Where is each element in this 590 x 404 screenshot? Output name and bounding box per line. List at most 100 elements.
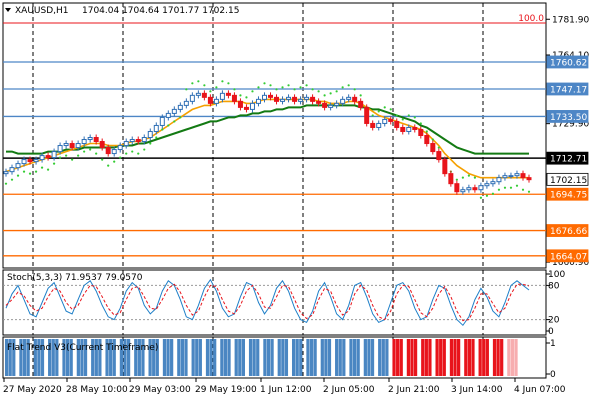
candle[interactable] bbox=[153, 122, 159, 135]
candle[interactable] bbox=[418, 126, 424, 139]
candlesticks[interactable] bbox=[3, 90, 532, 195]
candle[interactable] bbox=[255, 96, 261, 107]
flat-trend-bar bbox=[5, 339, 9, 376]
candle[interactable] bbox=[316, 98, 322, 107]
candle[interactable] bbox=[183, 98, 189, 109]
candle[interactable] bbox=[111, 146, 117, 157]
candle[interactable] bbox=[69, 140, 75, 151]
candle[interactable] bbox=[249, 100, 255, 113]
candle[interactable] bbox=[358, 98, 364, 111]
candle[interactable] bbox=[298, 96, 304, 105]
candle[interactable] bbox=[33, 156, 39, 165]
candle[interactable] bbox=[159, 114, 165, 129]
candle[interactable] bbox=[165, 110, 171, 121]
candle[interactable] bbox=[21, 156, 27, 167]
flat-trend-bar bbox=[381, 339, 385, 376]
candle[interactable] bbox=[304, 94, 310, 103]
candle[interactable] bbox=[99, 138, 105, 151]
candle[interactable] bbox=[310, 94, 316, 105]
candle[interactable] bbox=[81, 136, 87, 147]
candle[interactable] bbox=[376, 120, 382, 131]
chevron-down-icon[interactable] bbox=[5, 8, 11, 12]
candle[interactable] bbox=[141, 134, 147, 145]
candle[interactable] bbox=[370, 120, 376, 131]
flat-trend-bar bbox=[126, 339, 131, 376]
symbol-header[interactable]: XAUUSD,H1 1704.04 1704.64 1701.77 1702.1… bbox=[5, 6, 239, 16]
candle[interactable] bbox=[261, 92, 267, 103]
candle[interactable] bbox=[39, 152, 45, 163]
candle[interactable] bbox=[388, 116, 394, 125]
candle[interactable] bbox=[484, 180, 490, 189]
candle[interactable] bbox=[448, 170, 454, 187]
candle[interactable] bbox=[105, 144, 111, 157]
candle[interactable] bbox=[394, 118, 400, 131]
candle[interactable] bbox=[123, 138, 129, 149]
candle[interactable] bbox=[195, 90, 201, 99]
psar-dot bbox=[359, 94, 362, 97]
candle[interactable] bbox=[57, 142, 63, 155]
candle[interactable] bbox=[51, 148, 57, 161]
candle[interactable] bbox=[177, 102, 183, 113]
candle[interactable] bbox=[526, 174, 532, 183]
candle[interactable] bbox=[478, 182, 484, 193]
candle[interactable] bbox=[219, 90, 225, 103]
candle[interactable] bbox=[364, 104, 370, 127]
candle[interactable] bbox=[87, 134, 93, 143]
candle[interactable] bbox=[213, 96, 219, 107]
candle[interactable] bbox=[412, 124, 418, 133]
candle[interactable] bbox=[129, 136, 135, 145]
candle[interactable] bbox=[286, 94, 292, 103]
candle[interactable] bbox=[225, 90, 231, 99]
candle[interactable] bbox=[334, 100, 340, 109]
candle[interactable] bbox=[189, 92, 195, 105]
candle[interactable] bbox=[135, 136, 141, 145]
candle[interactable] bbox=[430, 140, 436, 155]
time-axis[interactable]: 27 May 2020 28 May 10:00 29 May 03:00 29 Ma… bbox=[3, 378, 566, 395]
candle[interactable] bbox=[292, 94, 298, 105]
flat-trend-bar bbox=[22, 339, 27, 376]
candle[interactable] bbox=[9, 164, 15, 175]
candle[interactable] bbox=[490, 178, 496, 187]
candle[interactable] bbox=[268, 92, 274, 101]
candle[interactable] bbox=[346, 94, 352, 103]
candle[interactable] bbox=[340, 96, 346, 107]
candle[interactable] bbox=[442, 156, 448, 177]
candle[interactable] bbox=[3, 168, 9, 177]
candle[interactable] bbox=[201, 90, 207, 101]
candle[interactable] bbox=[436, 148, 442, 163]
psar-dot bbox=[329, 92, 332, 95]
candle[interactable] bbox=[508, 172, 514, 179]
candle[interactable] bbox=[243, 104, 249, 113]
candle[interactable] bbox=[15, 160, 21, 171]
candle[interactable] bbox=[171, 106, 177, 117]
candle[interactable] bbox=[352, 94, 358, 105]
candle[interactable] bbox=[466, 184, 472, 193]
candle[interactable] bbox=[322, 100, 328, 111]
candle[interactable] bbox=[472, 184, 478, 193]
candle[interactable] bbox=[147, 128, 153, 141]
candle[interactable] bbox=[382, 116, 388, 127]
candle[interactable] bbox=[328, 102, 334, 111]
candle[interactable] bbox=[75, 140, 81, 151]
candle[interactable] bbox=[406, 124, 412, 135]
candle[interactable] bbox=[424, 132, 430, 147]
candle[interactable] bbox=[502, 172, 508, 181]
candle[interactable] bbox=[400, 124, 406, 135]
candle[interactable] bbox=[520, 170, 526, 181]
candle[interactable] bbox=[207, 94, 213, 107]
candle[interactable] bbox=[63, 140, 69, 149]
candle[interactable] bbox=[27, 156, 33, 165]
candle[interactable] bbox=[496, 174, 502, 185]
candle[interactable] bbox=[454, 180, 460, 195]
candle[interactable] bbox=[93, 134, 99, 145]
candle[interactable] bbox=[45, 152, 51, 161]
candle[interactable] bbox=[514, 170, 520, 179]
candle[interactable] bbox=[231, 92, 237, 105]
candle[interactable] bbox=[237, 98, 243, 111]
candle[interactable] bbox=[280, 96, 286, 105]
candle[interactable] bbox=[117, 142, 123, 153]
candle[interactable] bbox=[274, 94, 280, 105]
candle[interactable] bbox=[460, 186, 466, 195]
